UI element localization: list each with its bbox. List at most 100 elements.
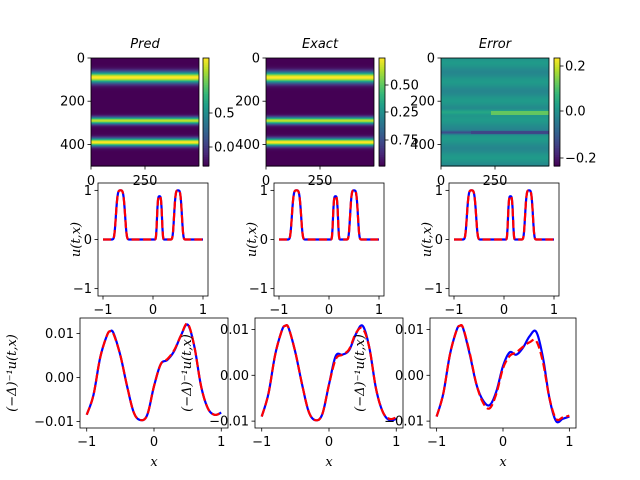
colorbar-cell	[203, 83, 209, 86]
x-tick-label: 1	[375, 303, 383, 318]
colorbar-cell	[554, 103, 560, 106]
heatmap-cell	[441, 68, 549, 70]
colorbar-cell	[554, 149, 560, 153]
heatmap-cell	[441, 124, 549, 126]
x-tick-label: 0	[87, 174, 95, 189]
heatmap-cell	[91, 120, 199, 122]
colorbar-cell	[203, 95, 209, 99]
colorbar-cell	[554, 137, 560, 140]
y-tick-label: −1	[249, 282, 268, 297]
heatmap-cell	[441, 90, 549, 92]
colorbar-cell	[379, 86, 385, 90]
colorbar-cell	[379, 85, 385, 88]
heatmap-cell	[91, 76, 199, 78]
colorbar-cell	[203, 128, 209, 131]
heatmap-cell	[266, 117, 374, 119]
heatmap-cell	[91, 122, 199, 124]
y-tick-label: 0.00	[45, 371, 74, 386]
heatmap-cell	[441, 69, 549, 71]
heatmap-cell	[266, 59, 374, 61]
series-line-pred	[85, 322, 222, 422]
colorbar-cell	[379, 103, 385, 106]
heatmap-cell	[266, 76, 374, 78]
colorbar-cell	[379, 131, 385, 135]
heatmap-cell	[266, 93, 374, 95]
colorbar-tick-label: 0.50	[390, 79, 419, 94]
colorbar-cell	[554, 135, 560, 138]
colorbar-cell	[203, 110, 209, 113]
colorbar-cell	[554, 90, 560, 93]
y-tick-label: 0.01	[395, 323, 424, 338]
x-tick-label: 0	[150, 435, 158, 450]
heatmap-cell	[266, 89, 374, 91]
heatmap-cell	[91, 91, 199, 93]
colorbar-cell	[379, 108, 385, 111]
heatmap-cell	[91, 137, 199, 139]
heatmap-cell	[266, 94, 374, 96]
colorbar-cell	[203, 157, 209, 160]
heatmap-cell	[91, 106, 199, 108]
heatmap-cell	[91, 129, 199, 131]
y-tick-label: −1	[424, 282, 443, 297]
heatmap-cell	[91, 77, 199, 79]
heatmap-cell	[266, 82, 374, 84]
colorbar-cell	[379, 59, 385, 63]
colorbar-cell	[379, 58, 385, 61]
heatmap-cell	[441, 81, 549, 83]
colorbar-tick-label: 0.5	[214, 107, 235, 122]
heatmap-cell	[266, 115, 374, 117]
colorbar-cell	[554, 92, 560, 95]
heatmap-cell	[441, 77, 549, 79]
heatmap-cell	[441, 79, 549, 81]
colorbar-cell	[379, 128, 385, 131]
heatmap-cell	[441, 100, 549, 102]
heatmap-cell	[266, 162, 374, 164]
heatmap-cell	[91, 69, 199, 71]
colorbar-cell	[379, 101, 385, 104]
heatmap-title: Pred	[130, 37, 160, 52]
heatmap-cell	[266, 158, 374, 160]
heatmap-cell	[441, 58, 549, 60]
heatmap-cell	[441, 136, 549, 138]
heatmap-cell	[441, 76, 549, 78]
colorbar-cell	[554, 113, 560, 117]
colorbar-cell	[554, 67, 560, 70]
heatmap-cell	[91, 119, 199, 121]
colorbar-cell	[554, 88, 560, 91]
heatmap-cell	[266, 150, 374, 152]
heatmap-cell	[441, 157, 549, 159]
heatmap-cell	[266, 64, 374, 66]
colorbar-cell	[379, 126, 385, 129]
heatmap-cell	[441, 103, 549, 105]
heatmap-cell	[266, 138, 374, 140]
heatmap-cell	[441, 93, 549, 95]
heatmap-cell	[441, 71, 549, 73]
colorbar-cell	[379, 106, 385, 109]
y-axis-label: (−Δ)⁻¹u(t,x)	[180, 334, 195, 412]
heatmap-cell	[266, 66, 374, 68]
heatmap-cell	[441, 161, 549, 163]
colorbar-cell	[203, 76, 209, 79]
heatmap-cell	[266, 83, 374, 85]
heatmap-cell	[91, 85, 199, 87]
heatmap-cell	[441, 138, 549, 140]
colorbar-cell	[379, 68, 385, 72]
heatmap-cell	[91, 65, 199, 67]
heatmap-cell	[441, 152, 549, 154]
colorbar-cell	[554, 77, 560, 81]
heatmap-cell	[91, 89, 199, 91]
heatmap-cell	[266, 109, 374, 111]
heatmap-cell	[266, 164, 374, 166]
x-tick-label: 250	[133, 174, 158, 189]
heatmap-cell	[91, 99, 199, 101]
heatmap-cell	[441, 91, 549, 93]
heatmap-cell	[266, 132, 374, 134]
colorbar-cell	[203, 104, 209, 108]
heatmap-cell	[266, 74, 374, 76]
heatmap-cell	[91, 101, 199, 103]
heatmap-cell	[441, 123, 549, 125]
colorbar-cell	[554, 117, 560, 120]
heatmap-cell	[441, 163, 549, 165]
heatmap-cell	[441, 156, 549, 158]
colorbar-cell	[554, 139, 560, 142]
